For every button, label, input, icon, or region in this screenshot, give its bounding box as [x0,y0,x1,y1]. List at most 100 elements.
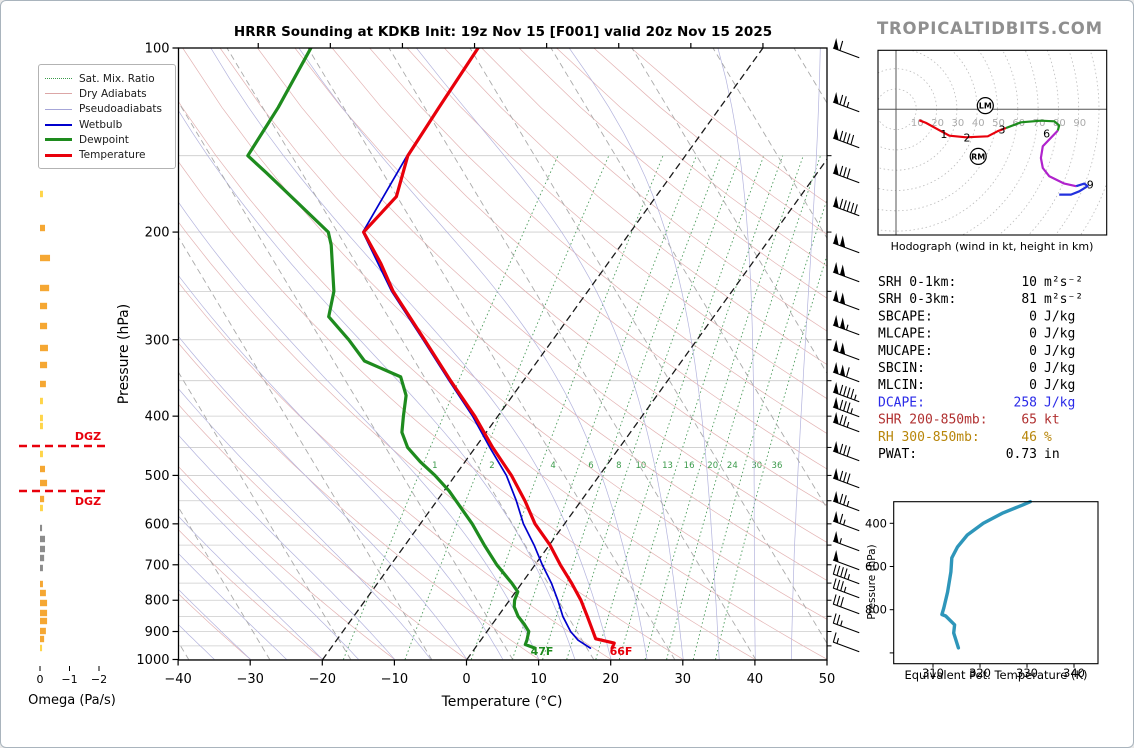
stat-value: 0 [1029,327,1037,342]
omega-bar [40,580,43,588]
legend-swatch-sat-mix-ratio [45,78,72,80]
hodo-trace-3-6km [1005,119,1061,131]
stat-label: MLCAPE: [878,327,933,342]
wind-barb [832,550,860,571]
hodo-marker-RM [969,147,987,165]
mixing-ratio-label: 24 [727,461,738,471]
mixing-ratio-label: 1 [432,461,437,471]
stat-value: 0 [1029,378,1037,393]
legend-item: Temperature [45,147,169,162]
hodo-ring-label: 70 [1033,118,1046,129]
omega-bar [40,414,43,422]
stat-unit: kt [1044,413,1060,428]
legend-label: Wetbulb [79,118,123,131]
omega-bar [40,224,46,232]
legend-swatch-pseudoadiabats [45,108,72,110]
hodograph-caption: Hodograph (wind in kt, height in km) [891,240,1094,253]
omega-tick-label: −2 [91,673,107,686]
legend-item: Dry Adiabats [45,86,169,101]
temp-tick-label: 40 [747,672,764,687]
stat-label: MLCIN: [878,378,925,393]
hodo-marker-label: LM [979,102,992,111]
stat-unit: % [1044,430,1052,445]
mixing-ratio-label: 4 [550,461,555,471]
omega-bar [40,322,48,330]
mixing-ratio-label: 8 [616,461,621,471]
mixing-ratio-label: 30 [751,461,762,471]
hodograph-frame [877,49,1108,236]
legend-item: Wetbulb [45,117,169,132]
wind-barb [832,578,860,599]
omega-bar [40,344,48,352]
omega-bar [40,535,46,543]
omega-bar [40,617,48,625]
legend-label: Dewpoint [79,133,129,146]
wind-barb [832,362,860,383]
stat-unit: J/kg [1044,309,1075,324]
mixing-ratio-label: 6 [588,461,593,471]
omega-bar [40,524,43,532]
thetae-xlabel: Equivalent Pot. Temperature (K) [904,668,1087,682]
temp-tick-label: −40 [164,672,191,687]
hodo-trace-6-9km [1039,129,1077,188]
wind-barb [832,233,860,254]
temp-tick-label: 30 [675,672,692,687]
stat-label: SBCAPE: [878,309,933,324]
hodo-height-label: 1 [940,128,947,141]
stat-value: 46 [1021,430,1037,445]
wind-barb [832,340,860,361]
omega-bar [40,284,50,292]
stat-unit: m²s⁻² [1044,275,1083,290]
skewt-panel: 1 2 4 6 8 10 13 16 20 24 30 36 10020030040050060070… [116,42,836,711]
stat-label: SBCIN: [878,361,925,376]
pressure-tick-label: 500 [145,469,170,484]
temp-tick-label: −10 [381,672,408,687]
stat-value: 0.73 [1006,447,1037,462]
stat-label: SHR 200-850mb: [878,413,988,428]
wind-barb [832,196,860,217]
stat-value: 81 [1021,292,1037,307]
mixing-ratio-label: 10 [635,461,646,471]
omega-bar [40,504,43,512]
omega-bar [40,609,48,617]
legend-swatch-dry-adiabats [45,93,72,95]
wind-barb [832,468,860,489]
omega-bar [40,465,46,473]
hodo-height-label: 3 [998,124,1005,137]
pressure-tick-label: 1000 [136,653,169,668]
legend-swatch-dewpoint [45,138,72,142]
legend-item: Pseudoadiabats [45,102,169,117]
stat-label: PWAT: [878,447,917,462]
wind-barb [832,290,860,311]
thetae-ytick-label: 400 [865,516,887,530]
mixing-ratio-label: 13 [662,461,673,471]
stat-label: RH 300-850mb: [878,430,980,445]
hodo-height-label: 6 [1043,128,1050,141]
omega-bar [40,644,43,652]
temp-tick-label: 0 [462,672,470,687]
hodo-ring-label: 20 [931,118,944,129]
omega-bar [40,397,43,405]
wind-barb [832,412,860,433]
thetae-ylabel: Pressure (hPa) [866,544,878,619]
stat-unit: J/kg [1044,378,1075,393]
hodo-ring-label: 40 [972,118,985,129]
wind-barb [832,382,860,403]
temperature-axis-label: Temperature (°C) [441,694,563,710]
wind-barb [832,38,860,59]
pressure-tick-label: 800 [145,594,170,609]
mixing-ratio-label: 20 [707,461,718,471]
series-dewpoint [246,48,537,650]
omega-bar [40,635,45,643]
omega-bar [40,254,51,262]
omega-tick-label: 0 [37,673,44,686]
pressure-tick-label: 600 [145,517,170,532]
hodo-marker-label: RM [971,152,985,161]
temp-tick-label: 20 [602,672,619,687]
omega-bar [40,361,48,369]
temp-tick-label: 50 [819,672,836,687]
wind-barb [832,594,860,615]
legend-label: Dry Adiabats [79,87,147,100]
